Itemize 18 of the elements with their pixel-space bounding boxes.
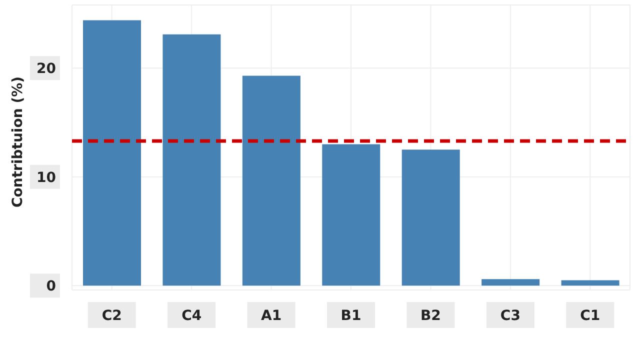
bar — [242, 76, 300, 286]
x-tick-label: C2 — [102, 308, 122, 324]
x-tick-label: B1 — [340, 308, 362, 324]
bar — [162, 34, 221, 286]
x-tick-label: C3 — [500, 308, 520, 324]
bar — [561, 280, 620, 286]
y-tick-label: 10 — [36, 170, 56, 186]
x-tick-label: B2 — [420, 308, 441, 324]
y-tick-label: 20 — [36, 61, 56, 78]
bar — [402, 150, 460, 286]
y-axis-title: Contribtuion (%) — [10, 76, 26, 208]
x-tick-label: C4 — [182, 308, 202, 324]
x-tick-label: C1 — [580, 308, 600, 324]
bar — [83, 20, 141, 286]
bar — [322, 144, 380, 286]
bar — [482, 279, 540, 286]
x-tick-label: A1 — [260, 308, 282, 324]
y-tick-label: 0 — [46, 278, 56, 295]
